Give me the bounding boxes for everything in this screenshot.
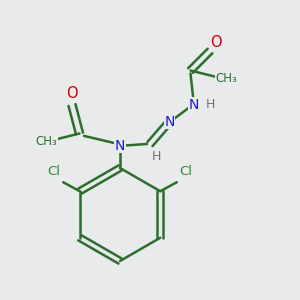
Text: H: H — [205, 98, 215, 111]
Text: CH₃: CH₃ — [36, 134, 57, 148]
Text: O: O — [66, 86, 78, 101]
Text: Cl: Cl — [48, 165, 61, 178]
Text: CH₃: CH₃ — [216, 71, 237, 85]
Text: N: N — [115, 139, 125, 152]
Text: H: H — [151, 150, 161, 163]
Text: Cl: Cl — [179, 165, 192, 178]
Text: N: N — [164, 115, 175, 128]
Text: N: N — [188, 98, 199, 112]
Text: O: O — [210, 34, 222, 50]
